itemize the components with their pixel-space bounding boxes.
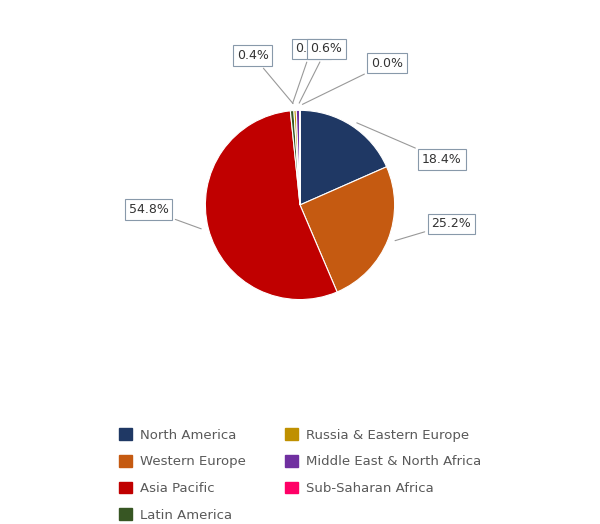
Text: 0.6%: 0.6% bbox=[293, 42, 327, 103]
Text: 0.0%: 0.0% bbox=[302, 57, 403, 104]
Wedge shape bbox=[296, 111, 300, 205]
Legend: North America, Western Europe, Asia Pacific, Latin America, Russia & Eastern Eur: North America, Western Europe, Asia Paci… bbox=[113, 423, 487, 524]
Wedge shape bbox=[205, 111, 337, 300]
Text: 0.4%: 0.4% bbox=[237, 49, 293, 104]
Text: 18.4%: 18.4% bbox=[357, 123, 462, 166]
Text: 0.6%: 0.6% bbox=[299, 42, 343, 103]
Wedge shape bbox=[300, 111, 386, 205]
Text: 25.2%: 25.2% bbox=[395, 217, 471, 241]
Text: 54.8%: 54.8% bbox=[128, 203, 201, 229]
Wedge shape bbox=[290, 111, 300, 205]
Wedge shape bbox=[300, 167, 395, 292]
Wedge shape bbox=[294, 111, 300, 205]
